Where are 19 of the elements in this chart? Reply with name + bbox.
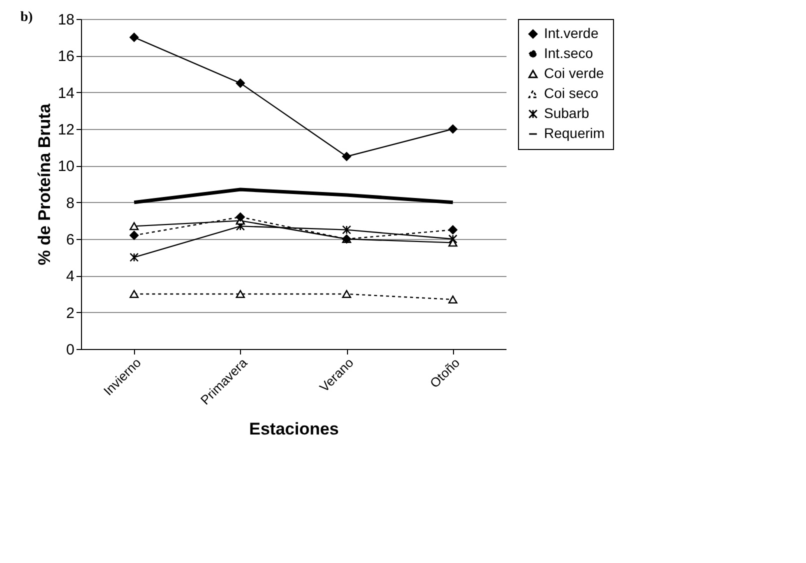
y-tick-label: 14 xyxy=(58,84,74,102)
legend-label: Int.seco xyxy=(544,45,594,61)
y-tick-label: 12 xyxy=(58,122,74,138)
y-tick-label: 0 xyxy=(66,342,74,358)
chart-title: b) xyxy=(20,10,34,25)
legend-label: Int.verde xyxy=(544,25,599,41)
y-tick-label: 6 xyxy=(66,232,74,248)
y-tick-label: 8 xyxy=(66,194,74,212)
y-axis-title: % de Proteína Bruta xyxy=(34,103,54,266)
y-tick-label: 18 xyxy=(58,12,74,28)
x-axis-title: Estaciones xyxy=(249,420,339,439)
legend-label: Coi seco xyxy=(544,85,599,101)
y-tick-label: 16 xyxy=(58,48,74,66)
y-tick-label: 4 xyxy=(66,268,74,286)
legend-label: Subarb xyxy=(544,105,590,121)
y-tick-label: 10 xyxy=(58,158,74,176)
legend-label: Coi verde xyxy=(544,65,604,81)
legend-label: Requerim xyxy=(544,125,605,141)
y-tick-label: 2 xyxy=(66,304,74,322)
